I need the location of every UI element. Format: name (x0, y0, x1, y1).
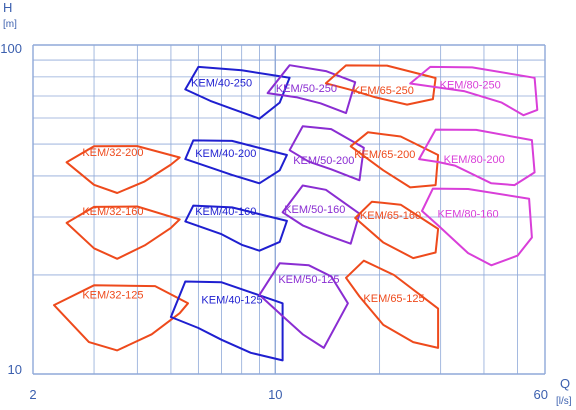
region-label: KEM/40-125 (201, 295, 262, 307)
y-axis-title: H (3, 0, 12, 15)
series-kem-50-250 (266, 64, 357, 115)
series-layer (53, 64, 539, 362)
series-kem-40-200 (184, 139, 288, 185)
tick-labels: 2 10 60 10 100 (0, 41, 548, 402)
grid (32, 44, 546, 375)
y-tick-label: 10 (8, 362, 22, 377)
series-kem-32-200 (65, 145, 181, 194)
series-kem-40-125 (169, 280, 284, 362)
x-tick-label: 2 (29, 387, 36, 402)
region-label: KEM/50-200 (293, 155, 354, 167)
region-label: KEM/32-125 (82, 290, 143, 302)
series-kem-50-125 (258, 262, 349, 349)
series-kem-40-160 (184, 204, 288, 252)
y-axis-unit: [m] (3, 19, 17, 30)
region-label: KEM/65-125 (363, 293, 424, 305)
series-kem-80-200 (418, 128, 536, 187)
series-kem-32-125 (53, 284, 189, 352)
region-label: KEM/65-200 (354, 149, 415, 161)
region-label: KEM/80-200 (444, 154, 505, 166)
region-label: KEM/80-160 (438, 209, 499, 221)
region-label: KEM/80-250 (440, 80, 501, 92)
region-label: KEM/40-200 (195, 148, 256, 160)
region-label: KEM/65-250 (353, 85, 414, 97)
series-kem-50-160 (281, 184, 361, 245)
x-axis-unit: [l/s] (556, 396, 572, 407)
region-label: KEM/40-250 (191, 78, 252, 90)
series-kem-32-160 (65, 205, 181, 260)
region-label: KEM/32-200 (82, 147, 143, 159)
series-kem-80-160 (421, 187, 533, 267)
series-kem-50-200 (288, 125, 365, 182)
region-label: KEM/50-160 (284, 204, 345, 216)
series-kem-40-250 (184, 65, 291, 120)
region-labels: KEM/32-125 KEM/32-160 KEM/32-200 KEM/40-125… (82, 78, 504, 307)
region-label: KEM/32-160 (82, 206, 143, 218)
region-label: KEM/65-160 (360, 210, 421, 222)
series-kem-65-250 (324, 64, 437, 106)
y-tick-label: 100 (0, 41, 22, 56)
series-kem-65-200 (349, 131, 440, 189)
series-kem-65-160 (354, 200, 440, 260)
x-axis-title: Q (560, 376, 570, 391)
series-kem-80-250 (409, 65, 539, 117)
region-label: KEM/40-160 (195, 206, 256, 218)
x-tick-label: 60 (534, 387, 548, 402)
x-tick-label: 10 (268, 387, 282, 402)
series-kem-65-125 (345, 259, 440, 349)
region-label: KEM/50-250 (276, 83, 337, 95)
region-label: KEM/50-125 (278, 274, 339, 286)
